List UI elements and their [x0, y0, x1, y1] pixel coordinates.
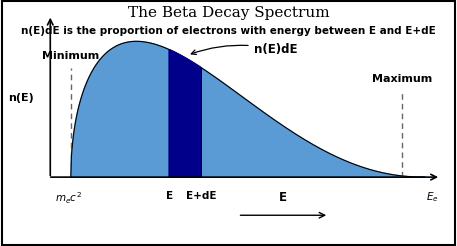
Text: $m_ec^2$: $m_ec^2$ — [55, 191, 82, 206]
Text: n(E)dE is the proportion of electrons with energy between E and E+dE: n(E)dE is the proportion of electrons wi… — [21, 26, 436, 36]
Polygon shape — [71, 41, 425, 177]
Text: E: E — [279, 191, 287, 204]
Text: E: E — [165, 191, 173, 201]
Text: Minimum: Minimum — [42, 51, 100, 61]
Text: n(E): n(E) — [8, 92, 33, 103]
Polygon shape — [169, 49, 201, 177]
Text: n(E)dE: n(E)dE — [191, 43, 297, 56]
Text: E+dE: E+dE — [186, 191, 216, 201]
Text: $E_e$: $E_e$ — [425, 191, 438, 204]
Text: Maximum: Maximum — [372, 74, 432, 84]
Text: The Beta Decay Spectrum: The Beta Decay Spectrum — [128, 6, 329, 20]
